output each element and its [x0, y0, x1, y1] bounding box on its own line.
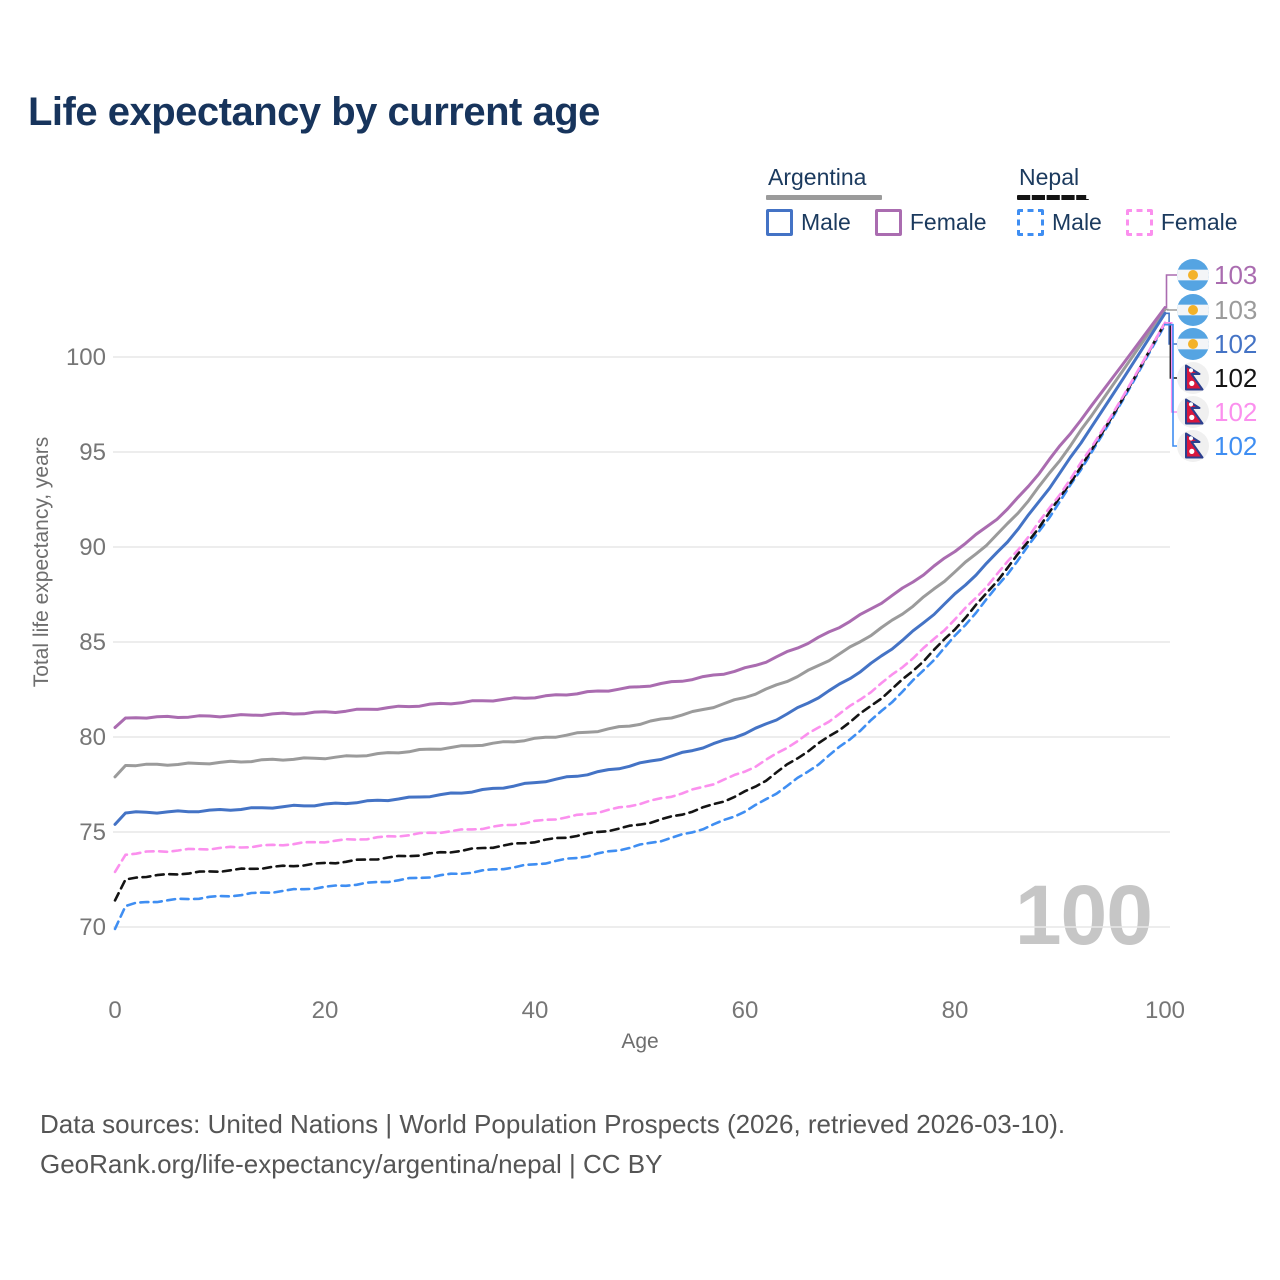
end-label-leader-argentina-female [1164, 274, 1177, 309]
legend-nepal: Nepal Male Female [1017, 164, 1238, 236]
legend-nepal-female-swatch[interactable] [1125, 209, 1153, 236]
x-tick-label: 0 [108, 997, 121, 1024]
series-line-nepal-female[interactable] [113, 321, 1167, 874]
x-axis-title: Age [621, 1030, 658, 1053]
series-line-argentina-total[interactable] [113, 308, 1167, 779]
nepal-flag-icon [1177, 430, 1209, 462]
legend-argentina: Argentina Male Female [766, 164, 987, 236]
y-tick-label: 75 [79, 819, 106, 846]
legend-nepal-total-line-swatch [1017, 195, 1089, 200]
x-tick-label: 60 [732, 997, 759, 1024]
end-label-leader-nepal-total [1164, 322, 1177, 379]
legend-argentina-female-swatch[interactable] [874, 209, 902, 236]
legend-argentina-male-swatch[interactable] [766, 209, 793, 236]
end-label-leader-nepal-male [1164, 323, 1177, 447]
series-line-argentina-male[interactable] [113, 311, 1167, 826]
x-tick-label: 20 [312, 997, 339, 1024]
x-tick-label: 80 [942, 997, 969, 1024]
y-tick-label: 95 [79, 439, 106, 466]
legend-nepal-female-label[interactable]: Female [1160, 209, 1238, 235]
footer-attribution[interactable]: GeoRank.org/life-expectancy/argentina/ne… [40, 1149, 663, 1179]
x-tick-label: 100 [1145, 997, 1185, 1024]
x-tick-label: 40 [522, 997, 549, 1024]
legend-nepal-label: Nepal [1019, 164, 1080, 190]
legend-argentina-male-label[interactable]: Male [801, 209, 851, 235]
end-label-leader-argentina-total [1164, 308, 1177, 311]
end-label-value-argentina-male: 102 [1214, 329, 1257, 359]
series-line-nepal-total[interactable] [113, 321, 1167, 902]
end-label-value-nepal-total: 102 [1214, 363, 1257, 393]
series-line-nepal-male[interactable] [113, 323, 1167, 931]
end-label-value-argentina-female: 103 [1214, 260, 1257, 290]
y-tick-label: 85 [79, 629, 106, 656]
y-tick-label: 80 [79, 724, 106, 751]
page-title: Life expectancy by current age [28, 90, 600, 134]
series-line-argentina-female[interactable] [113, 306, 1167, 729]
end-label-value-argentina-total: 103 [1214, 295, 1257, 325]
y-tick-label: 100 [66, 344, 106, 371]
argentina-flag-icon [1177, 294, 1209, 326]
y-axis-title: Total life expectancy, years [30, 437, 53, 688]
legend-argentina-female-label[interactable]: Female [909, 209, 987, 235]
legend-argentina-total-line-swatch [766, 195, 882, 200]
legend-nepal-male-swatch[interactable] [1017, 209, 1044, 236]
end-label-leader-nepal-female [1164, 322, 1177, 413]
end-label-value-nepal-male: 102 [1214, 431, 1257, 461]
end-label-value-nepal-female: 102 [1214, 397, 1257, 427]
argentina-flag-icon [1177, 328, 1209, 360]
nepal-flag-icon [1177, 362, 1209, 394]
y-tick-label: 90 [79, 534, 106, 561]
argentina-flag-icon [1177, 259, 1209, 291]
legend-argentina-label: Argentina [768, 164, 867, 190]
nepal-flag-icon [1177, 396, 1209, 428]
legend-nepal-male-label[interactable]: Male [1052, 209, 1102, 235]
footer-data-sources: Data sources: United Nations | World Pop… [40, 1109, 1066, 1139]
footer: Data sources: United Nations | World Pop… [40, 1104, 1065, 1184]
watermark-age-counter: 100 [1015, 868, 1152, 962]
y-tick-label: 70 [79, 914, 106, 941]
